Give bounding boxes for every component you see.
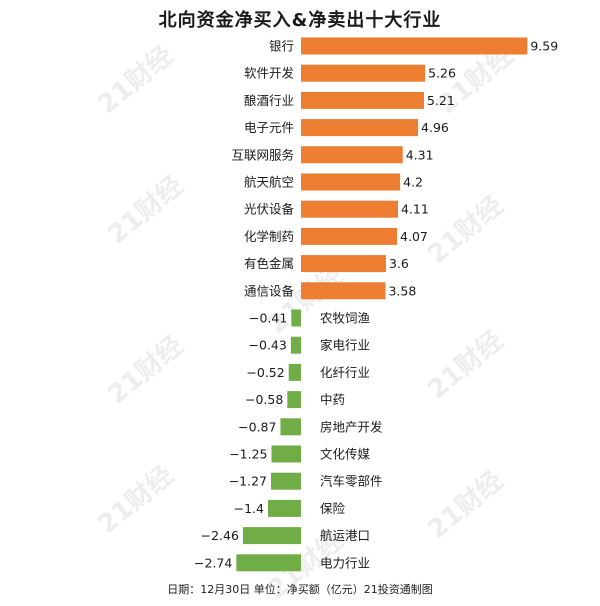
category-label: 电力行业 xyxy=(320,555,370,570)
category-label: 有色金属 xyxy=(244,256,294,271)
value-label: 4.2 xyxy=(403,175,423,190)
value-label: −0.58 xyxy=(245,392,283,407)
category-label: 航运港口 xyxy=(320,528,370,543)
value-label: 3.6 xyxy=(389,256,409,271)
value-label: −0.43 xyxy=(249,338,287,353)
category-label: 化纤行业 xyxy=(320,365,370,380)
value-label: −1.25 xyxy=(229,447,267,462)
bar xyxy=(301,119,419,137)
category-label: 化学制药 xyxy=(244,229,294,244)
bar xyxy=(236,554,301,572)
value-label: −0.52 xyxy=(246,365,284,380)
footer-note: 日期：12月30日 单位：净买额（亿元）21投资通制图 xyxy=(167,583,433,596)
category-label: 酿酒行业 xyxy=(244,93,294,108)
value-label: 4.96 xyxy=(421,120,449,135)
category-label: 文化传媒 xyxy=(320,447,371,462)
value-label: 4.07 xyxy=(400,229,428,244)
bar xyxy=(301,91,424,109)
bar xyxy=(267,499,301,517)
bar xyxy=(301,37,528,55)
value-label: −0.87 xyxy=(238,419,276,434)
category-label: 软件开发 xyxy=(244,66,295,81)
category-label: 通信设备 xyxy=(244,283,295,298)
category-label: 房地产开发 xyxy=(320,419,383,434)
value-label: 5.26 xyxy=(428,66,456,81)
value-label: 4.11 xyxy=(401,202,429,217)
category-label: 家电行业 xyxy=(320,338,370,353)
category-label: 农牧饲渔 xyxy=(320,311,370,326)
bar xyxy=(301,173,401,191)
category-label: 电子元件 xyxy=(244,120,294,135)
value-label: 9.59 xyxy=(530,39,558,54)
value-label: 3.58 xyxy=(388,283,416,298)
value-label: 5.21 xyxy=(427,93,455,108)
value-label: −0.41 xyxy=(249,311,287,326)
bar xyxy=(301,282,386,300)
category-label: 中药 xyxy=(320,392,345,407)
bar xyxy=(242,527,301,545)
bar xyxy=(287,391,301,409)
category-label: 银行 xyxy=(269,39,294,54)
bar xyxy=(291,309,301,327)
bar xyxy=(301,146,403,164)
value-label: −1.4 xyxy=(234,501,264,516)
bar xyxy=(280,418,301,436)
bar xyxy=(271,472,301,490)
bar xyxy=(301,64,426,82)
value-label: −2.74 xyxy=(194,555,232,570)
chart-title: 北向资金净买入&净卖出十大行业 xyxy=(158,10,442,31)
category-label: 光伏设备 xyxy=(244,202,295,217)
value-label: −2.46 xyxy=(201,528,239,543)
bar xyxy=(290,336,301,354)
category-label: 保险 xyxy=(320,501,346,516)
category-label: 航天航空 xyxy=(244,175,294,190)
bar xyxy=(301,227,398,245)
bar xyxy=(301,200,398,218)
category-label: 互联网服务 xyxy=(231,147,294,162)
category-label: 汽车零部件 xyxy=(320,474,383,489)
bar xyxy=(288,363,301,381)
value-label: −1.27 xyxy=(229,474,267,489)
value-label: 4.31 xyxy=(406,147,434,162)
bar xyxy=(271,445,301,463)
bar xyxy=(301,255,386,273)
